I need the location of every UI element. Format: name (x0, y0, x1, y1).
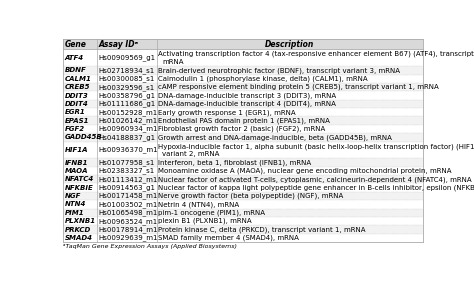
Text: Brain-derived neurotrophic factor (BDNF), transcript variant 3, mRNA: Brain-derived neurotrophic factor (BDNF)… (158, 67, 400, 74)
Text: Gene: Gene (64, 40, 86, 49)
Bar (63, 66, 423, 75)
Bar (63, 108, 423, 116)
Bar (63, 83, 423, 91)
Text: Hs00963524_m1: Hs00963524_m1 (99, 218, 158, 224)
Bar (63, 158, 423, 167)
Text: FGF2: FGF2 (64, 126, 84, 132)
Text: PRKCD: PRKCD (64, 226, 91, 233)
Text: MAOA: MAOA (64, 168, 88, 174)
Text: variant 2, mRNA: variant 2, mRNA (163, 151, 220, 156)
Text: Hs02718934_s1: Hs02718934_s1 (99, 67, 155, 74)
Text: Hs00152928_m1: Hs00152928_m1 (99, 109, 158, 116)
Text: IFNB1: IFNB1 (64, 160, 88, 166)
Bar (63, 100, 423, 108)
Bar (63, 209, 423, 217)
Bar (63, 200, 423, 209)
Text: DNA-damage-inducible transcript 4 (DDIT4), mRNA: DNA-damage-inducible transcript 4 (DDIT4… (158, 101, 336, 107)
Text: DDIT3: DDIT3 (64, 93, 88, 98)
Text: ATF4: ATF4 (64, 55, 83, 61)
Text: Hs00914563_g1: Hs00914563_g1 (99, 184, 155, 191)
Text: Description: Description (265, 40, 314, 49)
Bar (63, 39, 423, 50)
Text: cAMP responsive element binding protein 5 (CREB5), transcript variant 1, mRNA: cAMP responsive element binding protein … (158, 84, 439, 90)
Text: HIF1A: HIF1A (64, 147, 88, 153)
Text: Interferon, beta 1, fibroblast (IFNB1), mRNA: Interferon, beta 1, fibroblast (IFNB1), … (158, 159, 311, 166)
Text: Hs00929639_m1: Hs00929639_m1 (99, 235, 158, 241)
Text: Hs01113412_m1: Hs01113412_m1 (99, 176, 158, 183)
Text: Nuclear factor of kappa light polypeptide gene enhancer in B-cells inhibitor, ep: Nuclear factor of kappa light polypeptid… (158, 185, 474, 191)
Text: EGR1: EGR1 (64, 109, 85, 115)
Text: CREB5: CREB5 (64, 84, 90, 90)
Text: PLXNB1: PLXNB1 (64, 218, 96, 224)
Text: Endothelial PAS domain protein 1 (EPAS1), mRNA: Endothelial PAS domain protein 1 (EPAS1)… (158, 117, 330, 124)
Text: plexin B1 (PLXNB1), mRNA: plexin B1 (PLXNB1), mRNA (158, 218, 252, 224)
Text: Hs02383327_s1: Hs02383327_s1 (99, 168, 155, 174)
Text: SMAD4: SMAD4 (64, 235, 92, 241)
Text: NGF: NGF (64, 193, 81, 199)
Text: Hs00960934_m1: Hs00960934_m1 (99, 126, 158, 132)
Text: DDIT4: DDIT4 (64, 101, 88, 107)
Bar (63, 217, 423, 225)
Bar (63, 167, 423, 175)
Text: Monoamine oxidase A (MAOA), nuclear gene encoding mitochondrial protein, mRNA: Monoamine oxidase A (MAOA), nuclear gene… (158, 168, 452, 174)
Text: Nerve growth factor (beta polypeptide) (NGF), mRNA: Nerve growth factor (beta polypeptide) (… (158, 193, 343, 199)
Bar (63, 91, 423, 100)
Text: Growth arrest and DNA-damage-inducible, beta (GADD45B), mRNA: Growth arrest and DNA-damage-inducible, … (158, 134, 392, 141)
Text: PIM1: PIM1 (64, 210, 84, 216)
Text: Hs00358796_g1: Hs00358796_g1 (99, 92, 156, 99)
Text: NFKBIE: NFKBIE (64, 185, 93, 191)
Bar (63, 225, 423, 234)
Text: ᵃTaqMan Gene Expression Assays (Applied Biosystems): ᵃTaqMan Gene Expression Assays (Applied … (63, 244, 237, 249)
Text: mRNA: mRNA (163, 59, 184, 65)
Text: Hypoxia-inducible factor 1, alpha subunit (basic helix-loop-helix transcription : Hypoxia-inducible factor 1, alpha subuni… (158, 143, 474, 149)
Bar (63, 125, 423, 133)
Text: SMAD family member 4 (SMAD4), mRNA: SMAD family member 4 (SMAD4), mRNA (158, 235, 299, 241)
Text: GADD45B: GADD45B (64, 134, 102, 140)
Bar (63, 116, 423, 125)
Text: EPAS1: EPAS1 (64, 118, 89, 124)
Bar (63, 133, 423, 142)
Text: Hs00909569_g1: Hs00909569_g1 (99, 54, 156, 61)
Text: Netrin 4 (NTN4), mRNA: Netrin 4 (NTN4), mRNA (158, 201, 239, 208)
Text: CALM1: CALM1 (64, 76, 91, 82)
Text: Fibroblast growth factor 2 (basic) (FGF2), mRNA: Fibroblast growth factor 2 (basic) (FGF2… (158, 126, 325, 132)
Text: Hs00329596_s1: Hs00329596_s1 (99, 84, 155, 91)
Bar (63, 183, 423, 192)
Text: Calmodulin 1 (phosphorylase kinase, delta) (CALM1), mRNA: Calmodulin 1 (phosphorylase kinase, delt… (158, 76, 368, 82)
Bar (63, 50, 423, 66)
Text: Early growth response 1 (EGR1), mRNA: Early growth response 1 (EGR1), mRNA (158, 109, 296, 115)
Text: NFATC4: NFATC4 (64, 176, 94, 182)
Bar (63, 75, 423, 83)
Text: Assay IDᵃ: Assay IDᵃ (99, 40, 139, 49)
Text: Hs00178914_m1: Hs00178914_m1 (99, 226, 158, 233)
Text: BDNF: BDNF (64, 67, 86, 73)
Bar (63, 192, 423, 200)
Text: Hs00171458_m1: Hs00171458_m1 (99, 193, 158, 200)
Text: NTN4: NTN4 (64, 201, 86, 207)
Text: Hs04188837_g1: Hs04188837_g1 (99, 134, 156, 141)
Text: Nuclear factor of activated T-cells, cytoplasmic, calcineurin-dependent 4 (NFATC: Nuclear factor of activated T-cells, cyt… (158, 176, 472, 183)
Bar (63, 234, 423, 242)
Text: Protein kinase C, delta (PRKCD), transcript variant 1, mRNA: Protein kinase C, delta (PRKCD), transcr… (158, 226, 365, 233)
Text: Hs00300085_s1: Hs00300085_s1 (99, 75, 155, 82)
Text: DNA-damage-inducible transcript 3 (DDIT3), mRNA: DNA-damage-inducible transcript 3 (DDIT3… (158, 92, 336, 99)
Text: Activating transcription factor 4 (tax-responsive enhancer element B67) (ATF4), : Activating transcription factor 4 (tax-r… (158, 51, 474, 57)
Bar (63, 142, 423, 158)
Bar (63, 175, 423, 183)
Text: Hs00936370_m1: Hs00936370_m1 (99, 147, 158, 153)
Text: Hs01026142_m1: Hs01026142_m1 (99, 117, 158, 124)
Text: Hs01111686_g1: Hs01111686_g1 (99, 100, 156, 107)
Text: Hs01065498_m1: Hs01065498_m1 (99, 209, 158, 216)
Text: Hs01077958_s1: Hs01077958_s1 (99, 159, 155, 166)
Text: Hs01003502_m1: Hs01003502_m1 (99, 201, 158, 208)
Text: pim-1 oncogene (PIM1), mRNA: pim-1 oncogene (PIM1), mRNA (158, 209, 265, 216)
